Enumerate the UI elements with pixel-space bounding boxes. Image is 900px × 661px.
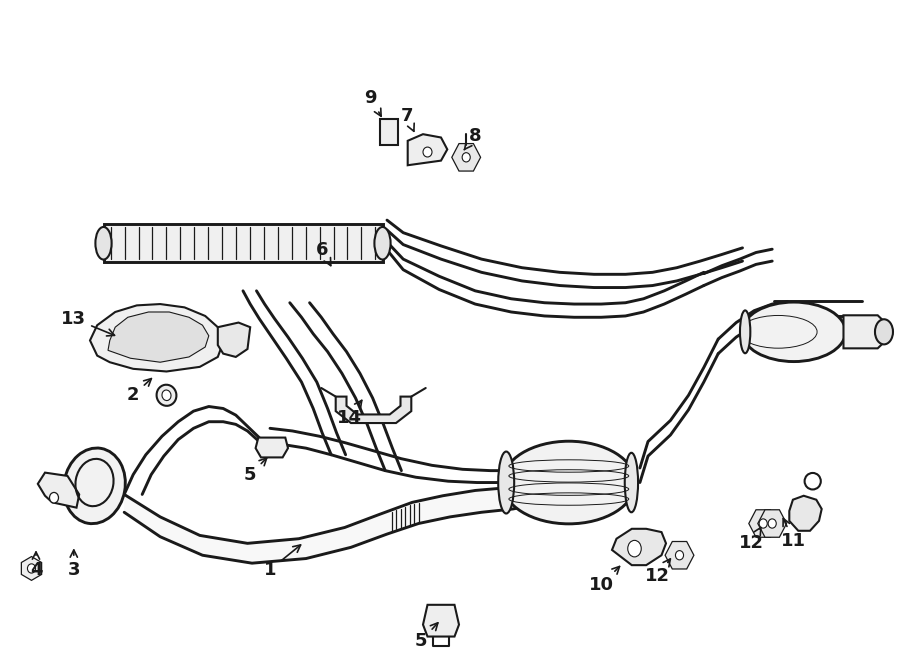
Ellipse shape [628, 540, 641, 557]
Polygon shape [843, 315, 886, 348]
Polygon shape [108, 312, 209, 362]
Ellipse shape [742, 302, 846, 362]
Ellipse shape [95, 227, 112, 260]
Polygon shape [758, 510, 787, 537]
Polygon shape [104, 224, 382, 262]
Text: 9: 9 [364, 89, 381, 116]
Text: 5: 5 [244, 458, 266, 484]
Ellipse shape [502, 442, 635, 524]
Polygon shape [218, 323, 250, 357]
Text: 6: 6 [316, 241, 331, 266]
Ellipse shape [875, 319, 893, 344]
Text: 8: 8 [464, 126, 482, 150]
Polygon shape [380, 119, 398, 145]
Ellipse shape [760, 519, 767, 528]
Text: 14: 14 [337, 401, 362, 427]
Ellipse shape [28, 564, 36, 573]
Text: 13: 13 [61, 309, 114, 336]
Polygon shape [789, 496, 822, 531]
Polygon shape [749, 510, 778, 537]
Ellipse shape [740, 311, 751, 353]
Ellipse shape [157, 385, 176, 406]
Text: 10: 10 [589, 566, 619, 594]
Ellipse shape [499, 451, 514, 514]
Text: 4: 4 [30, 552, 42, 579]
Ellipse shape [625, 453, 638, 512]
Text: 2: 2 [127, 379, 151, 405]
Text: 7: 7 [400, 106, 414, 132]
Ellipse shape [374, 227, 391, 260]
Ellipse shape [64, 448, 125, 524]
Polygon shape [408, 134, 447, 165]
Text: 12: 12 [739, 527, 764, 553]
Ellipse shape [162, 390, 171, 401]
Polygon shape [22, 557, 41, 580]
Polygon shape [452, 143, 481, 171]
Polygon shape [256, 438, 288, 457]
Polygon shape [38, 473, 79, 508]
Text: 1: 1 [264, 545, 301, 579]
Text: 3: 3 [68, 550, 80, 579]
Text: 11: 11 [781, 518, 806, 550]
Polygon shape [124, 483, 540, 563]
Ellipse shape [768, 519, 776, 528]
Ellipse shape [675, 551, 684, 560]
Polygon shape [336, 397, 411, 423]
Ellipse shape [423, 147, 432, 157]
Ellipse shape [50, 492, 58, 503]
Text: 12: 12 [644, 559, 670, 586]
Ellipse shape [463, 153, 470, 162]
Polygon shape [665, 541, 694, 569]
Polygon shape [90, 304, 223, 371]
Ellipse shape [805, 473, 821, 489]
Polygon shape [612, 529, 666, 565]
Text: 5: 5 [415, 623, 438, 650]
Polygon shape [423, 605, 459, 637]
